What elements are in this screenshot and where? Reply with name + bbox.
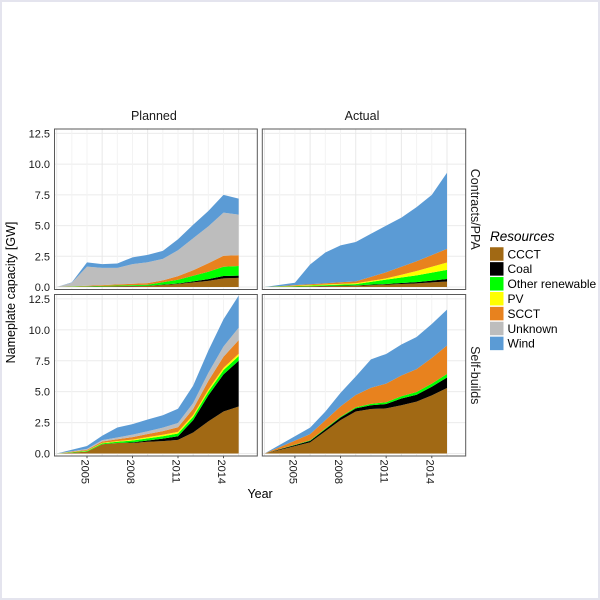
svg-text:PV: PV	[508, 292, 524, 306]
svg-text:2005: 2005	[286, 460, 298, 484]
svg-text:2008: 2008	[332, 460, 344, 484]
svg-text:2014: 2014	[215, 460, 227, 484]
svg-text:CCCT: CCCT	[508, 247, 542, 261]
svg-text:Coal: Coal	[508, 262, 533, 276]
svg-text:Wind: Wind	[508, 337, 535, 351]
svg-text:2008: 2008	[124, 460, 136, 484]
svg-text:5.0: 5.0	[35, 221, 50, 233]
svg-text:12.5: 12.5	[29, 294, 50, 306]
svg-text:10.0: 10.0	[29, 159, 50, 171]
svg-text:Year: Year	[247, 487, 272, 501]
svg-text:2011: 2011	[378, 460, 390, 484]
svg-text:Unknown: Unknown	[508, 322, 558, 336]
svg-text:5.0: 5.0	[35, 387, 50, 399]
svg-text:2014: 2014	[423, 460, 435, 484]
svg-text:7.5: 7.5	[35, 356, 50, 368]
svg-text:2005: 2005	[79, 460, 91, 484]
svg-text:10.0: 10.0	[29, 325, 50, 337]
svg-text:12.5: 12.5	[29, 128, 50, 140]
svg-text:0.0: 0.0	[35, 282, 50, 294]
svg-text:Contracts/PPA: Contracts/PPA	[468, 169, 482, 251]
svg-text:2011: 2011	[169, 460, 181, 484]
svg-text:2.5: 2.5	[35, 418, 50, 430]
svg-text:SCCT: SCCT	[508, 307, 541, 321]
svg-text:0.0: 0.0	[35, 449, 50, 461]
svg-text:2.5: 2.5	[35, 251, 50, 263]
svg-text:7.5: 7.5	[35, 190, 50, 202]
svg-text:Other renewable: Other renewable	[508, 277, 597, 291]
svg-text:Self-builds: Self-builds	[468, 346, 482, 404]
svg-text:Resources: Resources	[490, 229, 555, 244]
svg-text:Nameplate capacity [GW]: Nameplate capacity [GW]	[4, 222, 18, 364]
